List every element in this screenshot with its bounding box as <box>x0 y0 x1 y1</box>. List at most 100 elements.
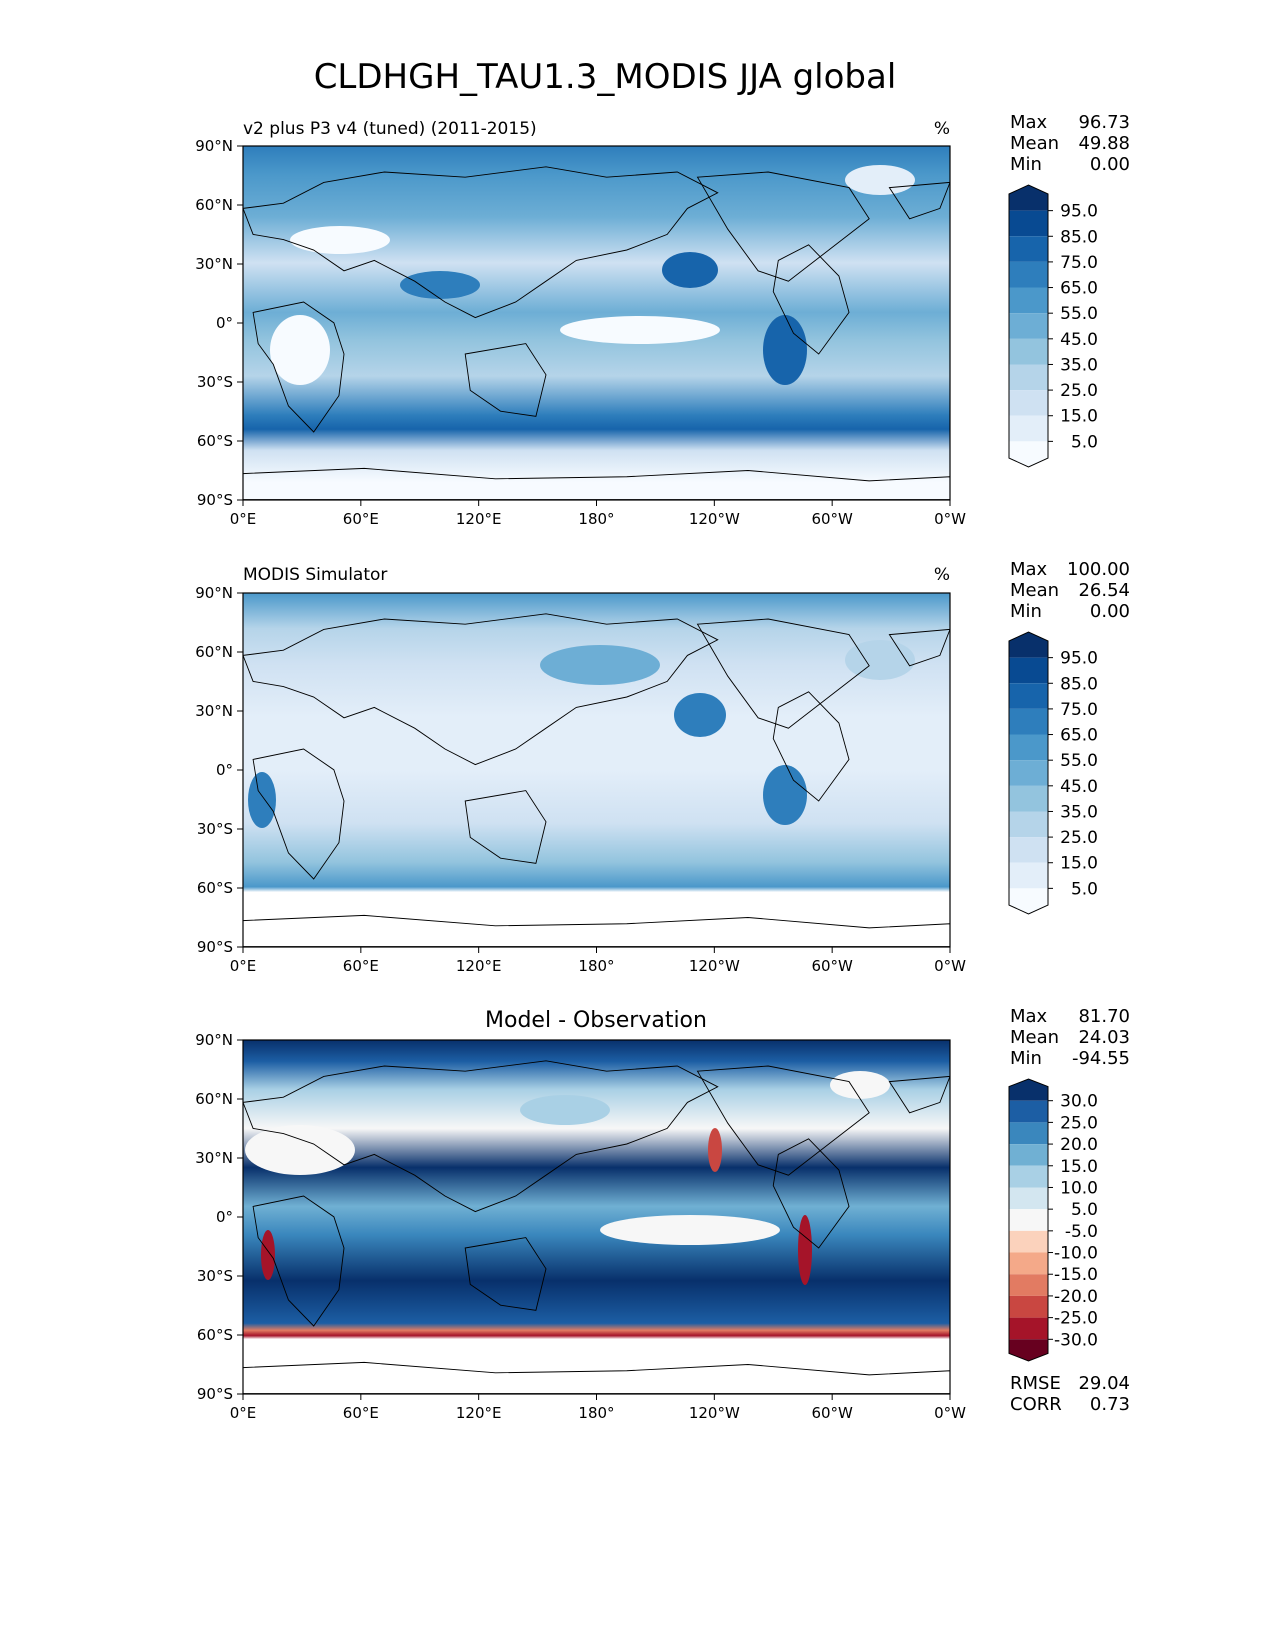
x-tick-label: 120°E <box>456 510 502 528</box>
panel-1-feature <box>560 316 720 344</box>
panel-3-feature <box>600 1215 780 1245</box>
panel-3: Model - Observation 0°E 60°E 120°E 180° 120°… <box>195 1006 1130 1422</box>
panel-2-colorbar: 95.0 85.0 75.0 65.0 55.0 45.0 35.0 25.0 15.0 5.0 <box>1008 631 1098 915</box>
y-tick-label: 30°N <box>195 1149 233 1167</box>
colorbar-tick-label: -5.0 <box>1065 1222 1098 1242</box>
panel-2: MODIS Simulator % 0°E 60°E 120°E 180° 120°W 6… <box>195 559 1130 975</box>
stat-value: 26.54 <box>1078 580 1130 601</box>
x-tick-label: 0°W <box>934 1404 966 1422</box>
y-tick-label: 30°S <box>197 373 233 391</box>
colorbar-tick-label: 15.0 <box>1060 407 1098 427</box>
colorbar-swatch <box>1009 1079 1048 1101</box>
colorbar-swatch <box>1009 313 1048 339</box>
panel-1-feature <box>845 165 915 195</box>
colorbar-swatch <box>1009 390 1048 416</box>
panel-1-title: v2 plus P3 v4 (tuned) (2011-2015) <box>243 119 537 139</box>
stat-label: Max <box>1010 559 1048 580</box>
x-tick-label: 120°W <box>689 957 740 975</box>
y-tick-label: 60°S <box>197 432 233 450</box>
panel-3-xaxis: 0°E 60°E 120°E 180° 120°W 60°W 0°W <box>230 1394 966 1422</box>
y-tick-label: 90°N <box>195 1031 233 1049</box>
colorbar-swatch <box>1009 632 1048 658</box>
stat-label: Mean <box>1010 580 1059 601</box>
x-tick-label: 180° <box>578 1404 614 1422</box>
x-tick-label: 0°E <box>230 510 257 528</box>
x-tick-label: 60°E <box>343 1404 379 1422</box>
colorbar-swatch <box>1009 261 1048 288</box>
colorbar-tick-label: 35.0 <box>1060 355 1098 375</box>
panel-3-features <box>245 1071 890 1285</box>
colorbar-tick-label: 95.0 <box>1060 649 1098 669</box>
colorbar-tick-label: 35.0 <box>1060 802 1098 822</box>
colorbar-tick-label: -30.0 <box>1054 1330 1098 1350</box>
panel-3-colorbar: 30.025.020.015.010.05.0-5.0-10.0-15.0-20… <box>1008 1078 1098 1362</box>
colorbar-swatch <box>1009 734 1048 761</box>
colorbar-outline <box>1008 184 1049 468</box>
stat-value: 96.73 <box>1078 112 1130 133</box>
y-tick-label: 90°S <box>197 491 233 509</box>
panel-1-yaxis: 90°N 60°N 30°N 0° 30°S 60°S 90°S <box>195 137 243 509</box>
x-tick-label: 180° <box>578 510 614 528</box>
colorbar-tick-label: 5.0 <box>1071 1200 1098 1220</box>
colorbar-swatch <box>1009 683 1048 709</box>
colorbar-swatch <box>1009 760 1048 786</box>
y-tick-label: 90°S <box>197 1385 233 1403</box>
colorbar-tick-label: -15.0 <box>1054 1265 1098 1285</box>
panel-2-feature <box>674 693 726 737</box>
panel-3-stats: Max 81.70 Mean 24.03 Min -94.55 <box>1010 1006 1130 1069</box>
x-tick-label: 0°W <box>934 957 966 975</box>
panel-1-units: % <box>934 119 950 139</box>
colorbar-swatch <box>1009 338 1048 365</box>
x-tick-label: 120°W <box>689 510 740 528</box>
panel-3-field <box>243 1040 950 1394</box>
colorbar-swatch <box>1009 1187 1048 1210</box>
panel-3-feature <box>798 1215 812 1285</box>
colorbar-swatch <box>1009 236 1048 262</box>
panel-2-feature <box>845 640 915 680</box>
panel-3-feature <box>708 1128 722 1172</box>
panel-2-stats: Max 100.00 Mean 26.54 Min 0.00 <box>1010 559 1130 622</box>
colorbar-tick-label: 85.0 <box>1060 674 1098 694</box>
panel-2-units: % <box>934 565 950 585</box>
colorbar-tick-label: 10.0 <box>1060 1178 1098 1198</box>
colorbar-swatch <box>1009 1274 1048 1296</box>
stat-label: Max <box>1010 112 1048 133</box>
x-tick-label: 60°W <box>811 510 853 528</box>
panel-2-title: MODIS Simulator <box>243 565 387 585</box>
panel-2-xaxis: 0°E 60°E 120°E 180° 120°W 60°W 0°W <box>230 947 966 975</box>
colorbar-tick-label: 25.0 <box>1060 828 1098 848</box>
colorbar-swatch <box>1009 708 1048 735</box>
stat-value: 81.70 <box>1078 1006 1130 1027</box>
colorbar-swatch <box>1009 888 1048 914</box>
colorbar-tick-label: 75.0 <box>1060 253 1098 273</box>
panel-1-feature <box>763 315 807 385</box>
y-tick-label: 90°S <box>197 938 233 956</box>
metric-value: 29.04 <box>1078 1373 1130 1394</box>
colorbar-swatch <box>1009 837 1048 863</box>
x-tick-label: 60°W <box>811 1404 853 1422</box>
panel-1: v2 plus P3 v4 (tuned) (2011-2015) % 0°E 6… <box>195 112 1130 528</box>
panel-3-feature <box>520 1095 610 1125</box>
metric-label: RMSE <box>1010 1373 1061 1394</box>
panel-1-feature <box>662 252 718 288</box>
colorbar-swatch <box>1009 785 1048 812</box>
colorbar-tick-label: 15.0 <box>1060 1157 1098 1177</box>
y-tick-label: 0° <box>216 1208 233 1226</box>
colorbar-swatch <box>1009 1165 1048 1188</box>
y-tick-label: 60°N <box>195 196 233 214</box>
colorbar-swatch <box>1009 862 1048 889</box>
colorbar-swatch <box>1009 287 1048 314</box>
stat-value: 100.00 <box>1067 559 1130 580</box>
y-tick-label: 30°N <box>195 255 233 273</box>
colorbar-tick-label: 20.0 <box>1060 1135 1098 1155</box>
panel-1-xaxis: 0°E 60°E 120°E 180° 120°W 60°W 0°W <box>230 500 966 528</box>
panel-2-feature <box>540 645 660 685</box>
y-tick-label: 0° <box>216 314 233 332</box>
colorbar-tick-label: 95.0 <box>1060 202 1098 222</box>
panel-3-map <box>243 1040 950 1394</box>
x-tick-label: 120°E <box>456 957 502 975</box>
panel-2-feature <box>763 765 807 825</box>
stat-value: 24.03 <box>1078 1027 1130 1048</box>
x-tick-label: 120°W <box>689 1404 740 1422</box>
